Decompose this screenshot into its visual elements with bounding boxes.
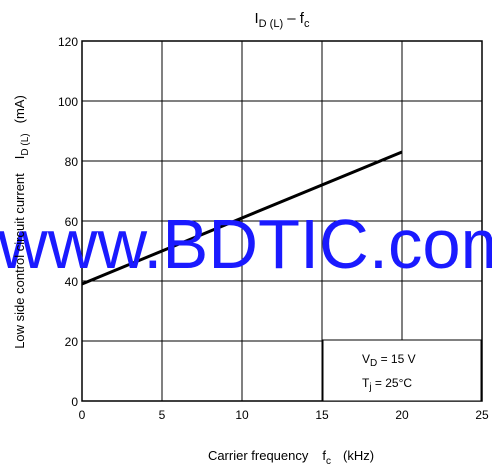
condition-vd: VD = 15 V xyxy=(362,352,416,369)
x-tick-label: 25 xyxy=(475,408,489,422)
x-tick-label: 5 xyxy=(159,408,166,422)
y-axis-label: Low side control circuit currentID (L)(m… xyxy=(12,95,31,349)
chart-title: ID (L) – fc xyxy=(255,10,310,30)
conditions-box xyxy=(322,339,482,402)
y-tick-label: 60 xyxy=(65,215,79,229)
x-axis-ticks: 0 5 10 15 20 25 xyxy=(79,408,489,422)
x-tick-label: 15 xyxy=(315,408,329,422)
x-tick-label: 20 xyxy=(395,408,409,422)
plot-frame xyxy=(81,40,483,402)
plot-border xyxy=(81,40,483,402)
series-group xyxy=(81,150,403,286)
y-tick-label: 100 xyxy=(58,95,78,109)
x-tick-label: 10 xyxy=(235,408,249,422)
y-tick-label: 0 xyxy=(71,395,78,409)
y-tick-label: 80 xyxy=(65,155,79,169)
series-line xyxy=(81,150,403,286)
y-tick-label: 40 xyxy=(65,275,79,289)
x-tick-label: 0 xyxy=(79,408,86,422)
x-axis-label: Carrier frequency fc (kHz) xyxy=(208,448,374,467)
y-tick-label: 20 xyxy=(65,335,79,349)
condition-tj: Tj = 25°C xyxy=(362,376,412,393)
y-tick-label: 120 xyxy=(58,35,78,49)
watermark: www.BDTIC.com xyxy=(0,205,492,283)
y-axis-ticks: 0 20 40 60 80 100 120 xyxy=(58,35,78,409)
